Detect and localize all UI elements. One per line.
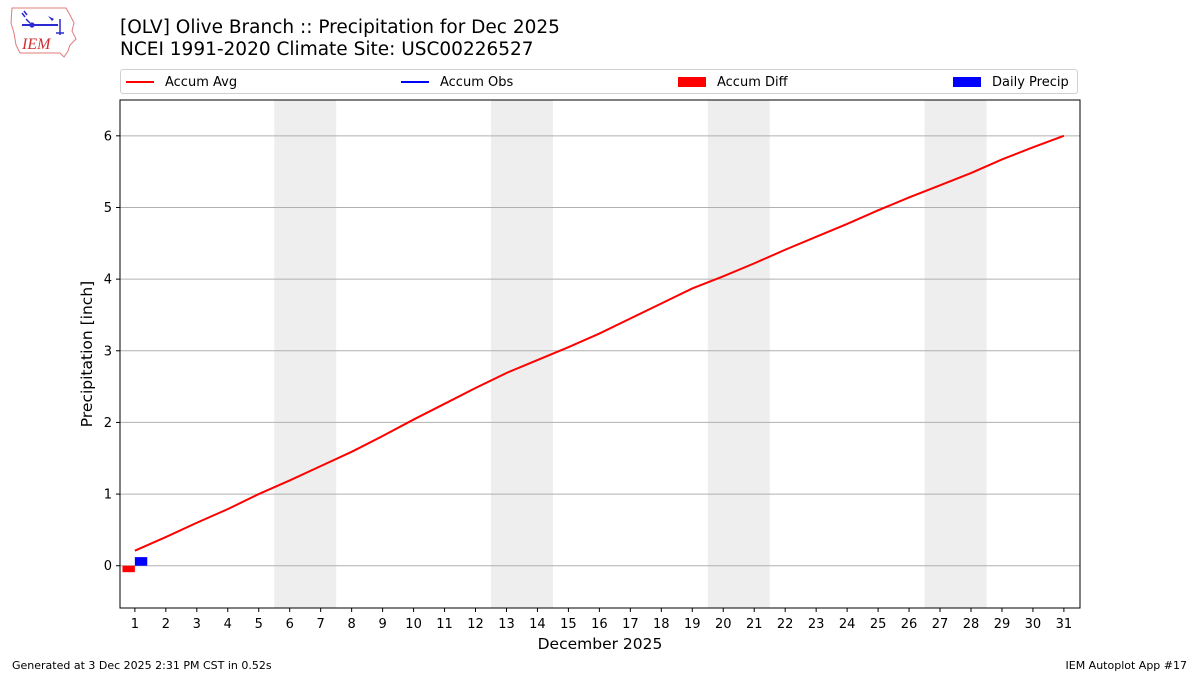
weekend-shade bbox=[924, 100, 987, 608]
x-tick-label: 13 bbox=[498, 617, 515, 632]
chart-title: [OLV] Olive Branch :: Precipitation for … bbox=[120, 17, 560, 61]
legend-item-accum-diff: Accum Diff bbox=[678, 73, 788, 91]
x-tick-label: 16 bbox=[591, 617, 608, 632]
x-tick-label: 12 bbox=[467, 617, 484, 632]
x-axis-label: December 2025 bbox=[538, 635, 663, 653]
x-tick-label: 8 bbox=[347, 617, 355, 632]
y-tick-label: 6 bbox=[104, 129, 112, 144]
legend-item-accum-avg: Accum Avg bbox=[126, 73, 237, 91]
accum-avg-line bbox=[134, 134, 1065, 552]
iem-logo: IEM bbox=[10, 7, 77, 58]
weekend-shade bbox=[707, 100, 770, 608]
x-tick-label: 20 bbox=[715, 617, 732, 632]
x-tick-label: 1 bbox=[131, 617, 139, 632]
x-tick-label: 25 bbox=[870, 617, 887, 632]
x-tick-label: 27 bbox=[932, 617, 949, 632]
legend-label: Accum Avg bbox=[165, 74, 238, 90]
x-tick-label: 18 bbox=[653, 617, 670, 632]
legend-item-daily-precip: Daily Precip bbox=[953, 73, 1069, 91]
blue-line-swatch-icon bbox=[401, 81, 429, 83]
svg-text:IEM: IEM bbox=[21, 36, 52, 53]
x-tick-label: 23 bbox=[808, 617, 825, 632]
y-tick-label: 3 bbox=[104, 344, 112, 359]
generated-timestamp: Generated at 3 Dec 2025 2:31 PM CST in 0… bbox=[12, 659, 272, 672]
daily-precip-bar bbox=[134, 557, 148, 566]
autoplot-app-label: IEM Autoplot App #17 bbox=[1065, 659, 1188, 672]
plot-frame bbox=[119, 99, 1081, 609]
legend-item-accum-obs: Accum Obs bbox=[401, 73, 513, 91]
title-line-2: NCEI 1991-2020 Climate Site: USC00226527 bbox=[120, 39, 534, 60]
legend-label: Accum Obs bbox=[440, 74, 514, 90]
x-tick-label: 26 bbox=[901, 617, 918, 632]
x-tick-label: 5 bbox=[255, 617, 263, 632]
x-tick-label: 22 bbox=[777, 617, 794, 632]
x-tick-label: 28 bbox=[963, 617, 980, 632]
red-line-swatch-icon bbox=[126, 81, 154, 83]
x-tick-label: 19 bbox=[684, 617, 701, 632]
x-tick-label: 24 bbox=[839, 617, 856, 632]
x-tick-label: 17 bbox=[622, 617, 639, 632]
x-tick-label: 3 bbox=[193, 617, 201, 632]
x-tick-label: 15 bbox=[560, 617, 577, 632]
x-tick-label: 21 bbox=[746, 617, 763, 632]
blue-patch-swatch-icon bbox=[953, 77, 981, 87]
legend-label: Accum Diff bbox=[717, 74, 788, 90]
y-tick-label: 2 bbox=[104, 416, 112, 431]
x-tick-label: 9 bbox=[378, 617, 386, 632]
x-tick-label: 7 bbox=[317, 617, 325, 632]
x-tick-label: 6 bbox=[286, 617, 294, 632]
x-tick-label: 30 bbox=[1025, 617, 1042, 632]
x-tick-label: 31 bbox=[1056, 617, 1073, 632]
weekend-shade bbox=[274, 100, 337, 608]
y-tick-label: 5 bbox=[104, 201, 112, 216]
y-tick-label: 4 bbox=[104, 273, 112, 288]
y-tick-label: 1 bbox=[104, 488, 112, 503]
weekend-shade bbox=[490, 100, 553, 608]
x-tick-label: 2 bbox=[162, 617, 170, 632]
title-line-1: [OLV] Olive Branch :: Precipitation for … bbox=[120, 17, 560, 38]
x-tick-label: 10 bbox=[405, 617, 422, 632]
x-tick-label: 14 bbox=[529, 617, 546, 632]
x-tick-label: 4 bbox=[224, 617, 232, 632]
y-axis-label: Precipitation [inch] bbox=[78, 281, 96, 427]
y-tick-label: 0 bbox=[104, 559, 112, 574]
x-tick-label: 29 bbox=[994, 617, 1011, 632]
x-tick-label: 11 bbox=[436, 617, 453, 632]
accum-diff-bar bbox=[122, 565, 135, 573]
red-patch-swatch-icon bbox=[678, 77, 706, 87]
chart-legend: Accum Avg Accum Obs Accum Diff Daily Pre… bbox=[120, 69, 1078, 94]
legend-label: Daily Precip bbox=[992, 74, 1069, 90]
